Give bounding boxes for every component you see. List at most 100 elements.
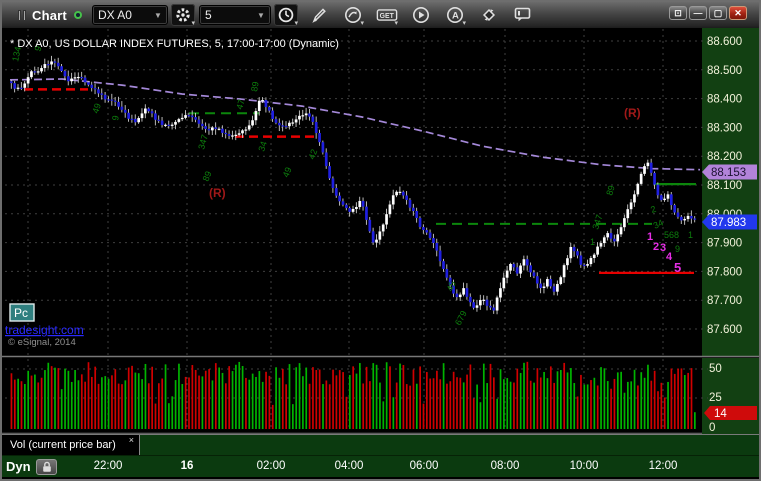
- resistance-label: (R): [624, 106, 641, 120]
- draw-button[interactable]: [308, 4, 330, 26]
- candle: [619, 227, 623, 235]
- candle: [73, 77, 77, 79]
- alerts-icon: A: [446, 7, 463, 23]
- candle: [522, 259, 526, 266]
- volume-bar: [345, 396, 348, 429]
- candle: [492, 307, 496, 311]
- volume-bar: [204, 370, 207, 429]
- candle: [535, 276, 539, 284]
- price-badge: [702, 164, 757, 180]
- studies-button[interactable]: ▾: [342, 4, 364, 27]
- candle: [257, 100, 261, 112]
- volume-bar: [302, 376, 304, 429]
- minimize-button[interactable]: —: [689, 6, 707, 20]
- chevron-down-icon: ▾: [394, 20, 398, 27]
- volume-bar: [20, 381, 23, 429]
- chart-area[interactable]: 134 9 49 9 347 89 47 89 34 49 42 45 679 89 347 1 2 34 568 9…: [2, 28, 759, 434]
- title-bar[interactable]: Chart DX A0 ▼ ▾ 5 ▼ ▾: [2, 2, 759, 28]
- volume-bar: [600, 367, 602, 429]
- play-button[interactable]: [410, 4, 432, 26]
- setup-count-annotation: 9: [32, 45, 43, 53]
- time-template-button[interactable]: ▾: [273, 4, 298, 27]
- interval-combo[interactable]: 5 ▼: [198, 5, 271, 25]
- comment-button[interactable]: [512, 4, 534, 26]
- chart-canvas[interactable]: 134 9499347894789344942456798934712345689…: [2, 28, 759, 434]
- symbol-combo[interactable]: DX A0 ▼: [91, 5, 168, 25]
- candle: [596, 246, 599, 255]
- maximize-button[interactable]: ▢: [709, 6, 727, 20]
- lock-button[interactable]: [36, 459, 57, 475]
- close-icon[interactable]: ×: [128, 435, 134, 445]
- price-badge-value: 87.983: [711, 217, 746, 229]
- symbol-settings-button[interactable]: ▾: [170, 4, 195, 27]
- volume-bar: [295, 367, 298, 429]
- candle: [629, 202, 633, 210]
- candle: [643, 166, 646, 174]
- candle: [616, 234, 620, 242]
- volume-bar: [335, 375, 338, 429]
- candle: [452, 285, 455, 294]
- volume-bar: [439, 379, 442, 429]
- candle: [167, 124, 171, 126]
- moving-average-line: [9, 78, 701, 171]
- symbol-value: DX A0: [97, 8, 132, 22]
- volume-bar: [362, 383, 365, 429]
- volume-bar: [549, 366, 552, 429]
- volume-bar: [44, 370, 46, 429]
- candle: [160, 120, 164, 126]
- volume-bar: [94, 366, 97, 429]
- volume-bar: [459, 377, 462, 429]
- volume-bar: [546, 378, 549, 429]
- candle: [311, 116, 315, 122]
- tab-volume-study[interactable]: Vol (current price bar) ×: [2, 435, 140, 455]
- candle: [529, 265, 532, 273]
- candle: [609, 233, 613, 239]
- candle: [56, 62, 60, 67]
- volume-bar: [91, 376, 93, 429]
- close-button[interactable]: ✕: [729, 6, 747, 20]
- time-axis-bar: Dyn 22:00 16 02:00 04:00 06:00 08:00 10:00 12:0…: [2, 455, 759, 477]
- candle: [50, 61, 53, 65]
- format-button[interactable]: [478, 4, 500, 26]
- candle: [412, 207, 415, 212]
- volume-bar: [442, 363, 445, 429]
- candle: [509, 263, 512, 271]
- volume-bar: [399, 363, 401, 429]
- get-data-button[interactable]: GET ▾: [376, 4, 398, 27]
- volume-bar: [134, 372, 137, 429]
- volume-badge: [704, 406, 757, 420]
- volume-bar: [178, 363, 180, 429]
- candle: [626, 209, 630, 219]
- candle: [649, 162, 653, 173]
- volume-bar: [154, 403, 157, 429]
- volume-bar: [13, 379, 16, 429]
- alerts-button[interactable]: A ▾: [444, 4, 466, 27]
- candle: [77, 76, 80, 79]
- candle: [365, 206, 368, 220]
- tradesight-link[interactable]: tradesight.com: [5, 323, 84, 337]
- popup-window-button[interactable]: ⊡: [669, 6, 687, 20]
- candle: [589, 258, 593, 265]
- price-tick-label: 88.300: [707, 122, 742, 134]
- volume-bar: [560, 370, 562, 429]
- candle: [472, 302, 475, 308]
- candle: [314, 121, 318, 134]
- candle: [582, 264, 586, 267]
- candle: [680, 216, 683, 221]
- tab-volume-label: Vol (current price bar): [10, 439, 116, 451]
- candle: [586, 264, 589, 266]
- candle: [345, 204, 348, 209]
- volume-bar: [67, 370, 70, 429]
- time-axis-label: 12:00: [648, 460, 678, 472]
- volume-bar: [181, 384, 184, 429]
- candles: [10, 55, 697, 315]
- candle: [334, 188, 338, 196]
- volume-bar: [536, 368, 539, 429]
- dynamic-mode-button[interactable]: Dyn: [6, 459, 31, 474]
- drag-grip-icon[interactable]: [18, 9, 26, 21]
- setup-count-annotation: 134: [10, 46, 23, 63]
- candle: [194, 117, 197, 120]
- volume-tick-label: 50: [709, 363, 722, 375]
- volume-bar: [556, 371, 559, 429]
